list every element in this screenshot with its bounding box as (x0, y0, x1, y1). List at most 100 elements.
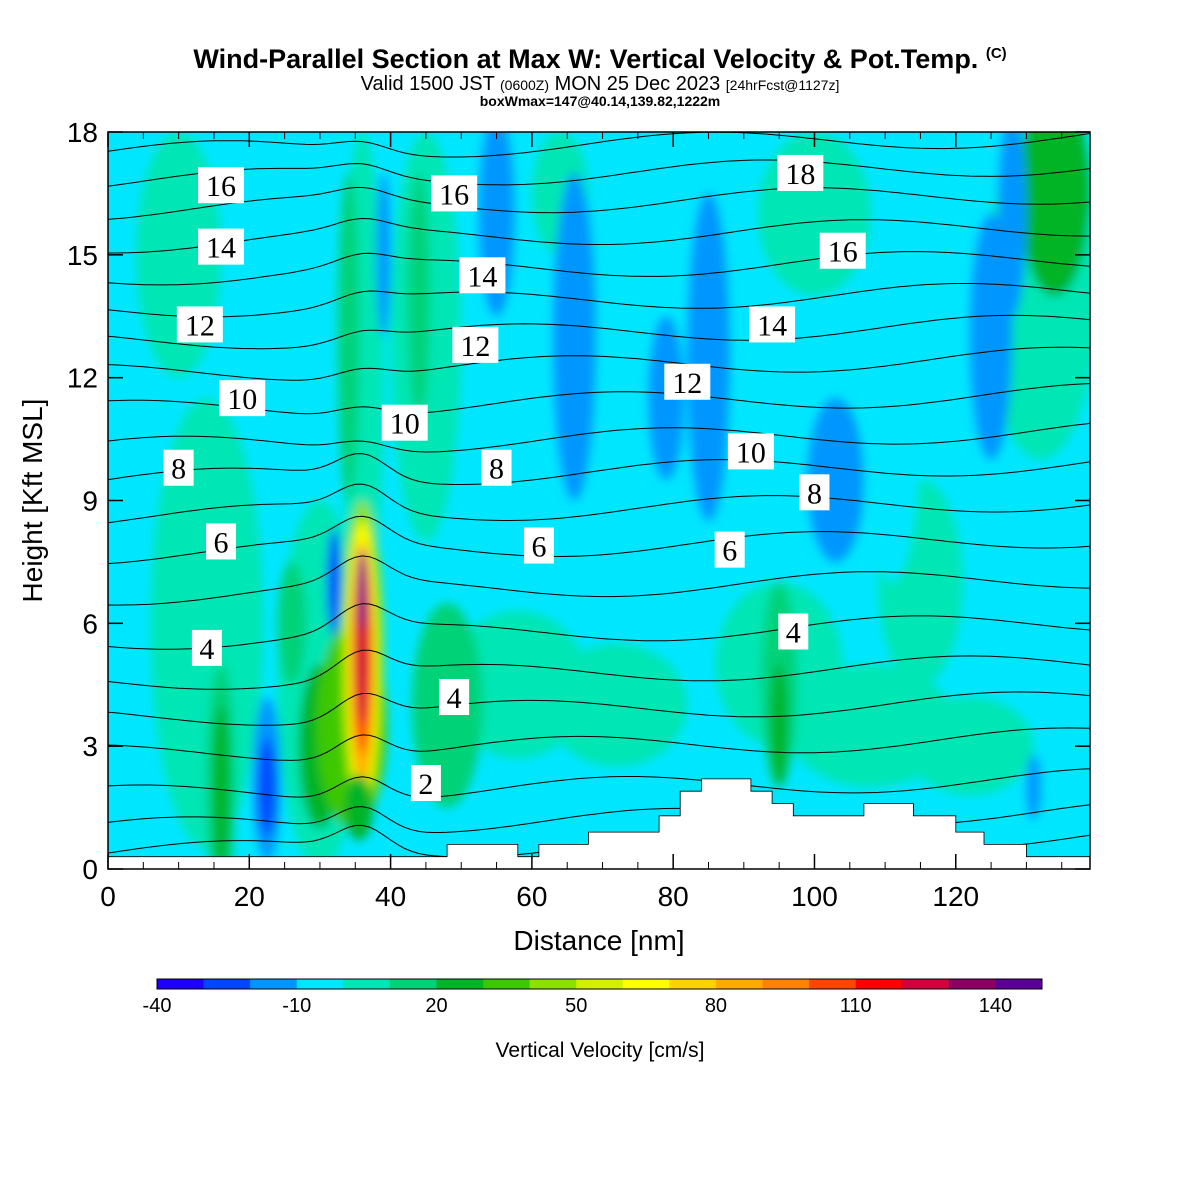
contour-label: 14 (467, 260, 497, 293)
colorbar-swatch (157, 979, 205, 989)
contour-label: 10 (736, 436, 766, 469)
colorbar-tick-label: -40 (143, 995, 172, 1017)
contour-label-box (714, 531, 745, 568)
x-axis-label: Distance [nm] (513, 925, 684, 956)
theta-contour-line (108, 649, 1090, 690)
x-tick-label: 0 (100, 881, 116, 912)
contour-label: 10 (227, 383, 257, 416)
velocity-blob (150, 398, 264, 849)
x-tick-label: 40 (375, 881, 406, 912)
contour-label: 8 (171, 453, 186, 486)
contour-label: 2 (418, 768, 433, 801)
velocity-blob (258, 737, 276, 837)
contour-label: 4 (199, 633, 214, 666)
colorbar-swatch (902, 979, 950, 989)
contour-label-box (819, 232, 866, 269)
theta-contour-line (108, 283, 1090, 318)
velocity-blob (807, 398, 864, 562)
theta-contour-line (108, 422, 1090, 453)
colorbar-swatch (995, 979, 1043, 989)
colorbar-tick-label: 80 (705, 995, 727, 1017)
velocity-blob (327, 529, 342, 636)
x-tick-label: 80 (658, 881, 689, 912)
velocity-blob (553, 172, 596, 501)
contour-label-box (381, 404, 428, 441)
velocity-blob (358, 549, 367, 632)
theta-contour-line (108, 515, 1090, 565)
contour-label-box (176, 306, 223, 343)
x-tick-label: 100 (791, 881, 838, 912)
contour-label: 6 (531, 531, 546, 564)
terrain-profile (107, 778, 1091, 870)
velocity-blob (770, 664, 788, 788)
x-tick-label: 20 (234, 881, 265, 912)
colorbar-border (156, 978, 1043, 990)
theta-contour-line (108, 768, 1090, 798)
velocity-blob (906, 697, 1034, 796)
contour-label: 12 (460, 330, 490, 363)
contour-label-box (219, 380, 266, 417)
colorbar-swatch (715, 979, 764, 989)
theta-contour-line (108, 383, 1090, 415)
velocity-blob (969, 213, 1013, 460)
velocity-blob (687, 193, 730, 521)
velocity-blob (1026, 754, 1041, 820)
theta-contour-line (108, 691, 1090, 726)
theta-contour-line (108, 187, 1090, 220)
theta-contour-line (108, 453, 1090, 485)
contour-label-box (439, 679, 470, 716)
theta-contour-line (108, 132, 1090, 158)
velocity-blob (863, 254, 921, 583)
velocity-blob (1019, 132, 1090, 296)
contour-label: 6 (722, 535, 737, 568)
velocity-blob (344, 774, 373, 841)
y-axis-label: Height [Kft MSL] (17, 399, 48, 603)
y-tick-label: 6 (82, 608, 98, 639)
y-tick-label: 12 (67, 363, 98, 394)
x-tick-label: 60 (516, 881, 547, 912)
chart-subtitle: Valid 1500 JST (0600Z) MON 25 Dec 2023 [… (360, 73, 840, 95)
contour-label: 14 (757, 309, 787, 342)
contour-label-box (198, 167, 245, 204)
contour-label-box (778, 613, 809, 650)
y-tick-label: 15 (67, 240, 98, 271)
contour-label: 14 (206, 232, 236, 265)
contour-label-box (523, 527, 554, 564)
contour-label: 16 (828, 236, 858, 269)
y-tick-label: 9 (82, 486, 98, 517)
contour-label-box (206, 523, 237, 560)
theta-contour-line (108, 251, 1090, 286)
contour-label-box (727, 433, 774, 470)
colorbar-title: Vertical Velocity [cm/s] (496, 1039, 705, 1062)
colorbar-swatch (809, 979, 857, 989)
colorbar-swatch (389, 979, 437, 989)
colorbar-swatch (622, 979, 670, 989)
contour-label-box (664, 363, 711, 400)
contour-label: 12 (672, 367, 702, 400)
velocity-blob (212, 705, 230, 869)
contour-label-box (459, 257, 506, 294)
colorbar-swatch (483, 979, 531, 989)
theta-contour-line (108, 314, 1090, 350)
colorbar-swatch (669, 979, 717, 989)
velocity-blob (277, 561, 306, 685)
theta-contour-line (108, 159, 1090, 187)
y-tick-label: 0 (82, 854, 98, 885)
x-tick-label: 120 (932, 881, 979, 912)
colorbar: -40 -10 20 50 80 110 140 Vertical Velocity [cm/… (143, 978, 1043, 1062)
contour-label-box (749, 306, 796, 343)
contour-label: 4 (447, 682, 462, 715)
terrain (107, 778, 1091, 870)
contour-label-box (481, 449, 512, 486)
contour-label: 4 (786, 617, 801, 650)
y-tick-label: 18 (67, 117, 98, 148)
box-info: boxWmax=147@40.14,139.82,1222m (479, 93, 721, 109)
contour-label-box (410, 765, 441, 802)
colorbar-swatch (343, 979, 391, 989)
colorbar-tick-label: 20 (425, 995, 447, 1017)
velocity-field (108, 132, 1090, 869)
theta-contour-line (108, 603, 1090, 650)
theta-contour-line (108, 727, 1090, 761)
colorbar-swatch (762, 979, 810, 989)
contour-label-box (452, 326, 499, 363)
